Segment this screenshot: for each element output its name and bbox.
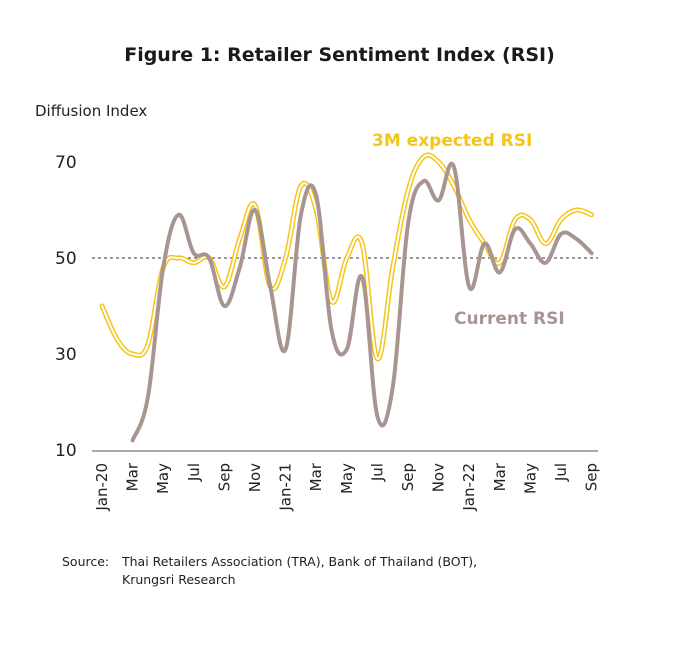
series-current-rsi-line [130, 161, 594, 443]
series-label-current: Current RSI [454, 309, 565, 329]
x-tick-label: Jan-22 [460, 463, 478, 512]
series-expected-rsi-inner [101, 154, 593, 360]
x-tick-label: Jul [552, 463, 570, 482]
chart-title: Figure 1: Retailer Sentiment Index (RSI) [124, 44, 555, 66]
x-tick-label: Nov [430, 463, 448, 492]
x-tick-label: Nov [246, 463, 264, 492]
series-layer [99, 152, 595, 443]
source-note: Source: Thai Retailers Association (TRA),… [62, 553, 622, 589]
x-tick-label: Jan-21 [277, 463, 295, 512]
x-tick-label: Mar [491, 462, 509, 491]
x-tick-label: May [154, 463, 172, 494]
source-line-1: Thai Retailers Association (TRA), Bank o… [122, 554, 478, 569]
y-tick-label: 10 [55, 441, 77, 461]
source-line-2: Krungsri Research [122, 572, 236, 587]
x-tick-label: Mar [124, 462, 142, 491]
y-tick-label: 70 [55, 153, 77, 173]
x-tick-label: Sep [583, 463, 601, 491]
x-tick-label: Sep [215, 463, 233, 491]
x-tick-label: Jul [185, 463, 203, 482]
series-label-layer: 3M expected RSI Current RSI [372, 131, 565, 329]
x-tick-label: Jan-20 [93, 463, 111, 512]
x-tick-label: Sep [399, 463, 417, 491]
x-tick-label: Mar [307, 462, 325, 491]
series-label-expected: 3M expected RSI [372, 131, 532, 151]
y-tick-label: 30 [55, 345, 77, 365]
axis-layer: 10 30 50 70 Jan-20 Mar May Jul Sep Nov Jan-21 Mar Ma… [55, 153, 601, 512]
x-tick-label: May [338, 463, 356, 494]
x-tick-label: May [521, 463, 539, 494]
source-label: Source: [62, 554, 110, 569]
y-tick-label: 50 [55, 249, 77, 269]
x-tick-label: Jul [368, 463, 386, 482]
y-axis-label: Diffusion Index [35, 102, 147, 120]
